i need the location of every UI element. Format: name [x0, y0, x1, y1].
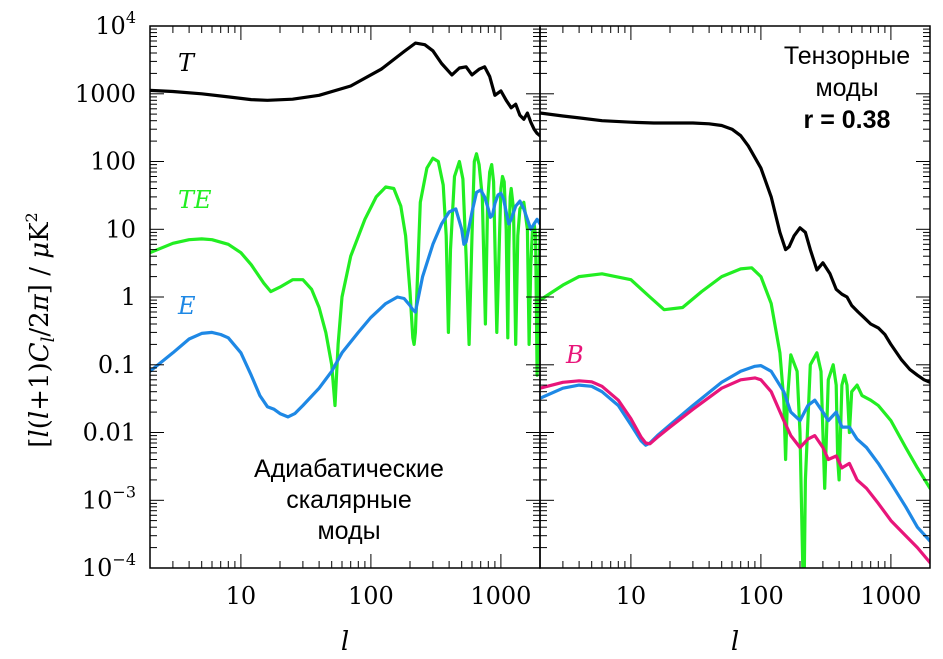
annotation-tensor-line3: r = 0.38 [804, 106, 891, 134]
left-panel-tick-labels: 10 100 1000 10−4 10−3 0.01 0.1 1 10 100 1000 104 [75, 8, 532, 610]
y-tick-label: 10 [105, 215, 136, 243]
x-tick-label: 100 [348, 582, 394, 610]
right-panel-tick-labels: 10 100 1000 [616, 582, 922, 610]
right-panel-ticks [539, 25, 931, 569]
series-T-left-line [150, 41, 540, 138]
y-tick-label: 100 [90, 148, 136, 176]
y-tick-label: 10−3 [82, 482, 136, 514]
right-panel-curves [540, 111, 930, 568]
left-panel-ticks [149, 25, 541, 569]
y-tick-label: 1 [121, 283, 136, 311]
x-tick-label: 10 [616, 582, 647, 610]
annotation-scalar-line3: моды [317, 517, 380, 545]
y-tick-label: 104 [95, 8, 136, 40]
x-tick-label: 1000 [470, 582, 531, 610]
right-panel: 10 100 1000 B Тензорные моды r = 0.38 [539, 25, 931, 610]
y-tick-label: 1000 [75, 80, 136, 108]
series-label-T-left: T [178, 49, 196, 77]
y-axis-label: [l(l+1)Cl/2π] / μK2 [22, 212, 59, 448]
series-TE-right-line [540, 266, 930, 568]
series-T-right-line [540, 111, 930, 384]
series-label-B-right: B [565, 341, 584, 369]
left-panel-curves [150, 41, 540, 419]
right-panel-frame [539, 25, 931, 569]
series-E-right-line [540, 364, 930, 543]
y-tick-label: 0.01 [83, 419, 136, 447]
x-axis-label-right: l [731, 627, 739, 657]
x-tick-label: 100 [738, 582, 784, 610]
series-B-right-line [540, 376, 930, 565]
series-TE-left-line [150, 152, 540, 408]
y-tick-label: 10−4 [82, 550, 136, 582]
y-tick-label: 0.1 [98, 351, 136, 379]
x-tick-label: 10 [226, 582, 257, 610]
annotation-scalar-line1: Адиабатические [254, 455, 444, 483]
annotation-tensor-line1: Тензорные [784, 42, 910, 70]
annotation-tensor-line2: моды [815, 74, 878, 102]
series-label-E-left: E [177, 292, 196, 320]
series-E-left-line [150, 188, 540, 419]
x-axis-label-left: l [341, 627, 349, 657]
annotation-scalar-line2: скалярные [286, 486, 412, 514]
x-tick-label: 1000 [860, 582, 921, 610]
series-label-TE-left: TE [178, 186, 212, 214]
